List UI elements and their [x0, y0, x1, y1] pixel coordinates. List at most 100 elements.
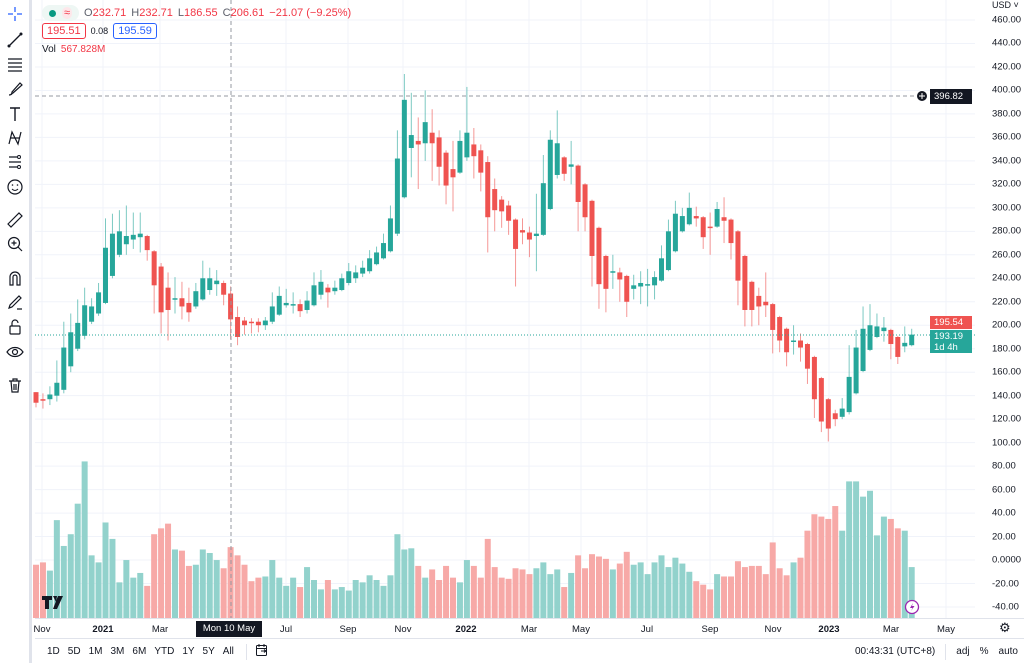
candle: [478, 144, 484, 192]
price-tick-label: 380.00: [992, 108, 1022, 120]
range-button-5y[interactable]: 5Y: [202, 646, 215, 657]
volume-bar: [331, 589, 338, 618]
range-button-1m[interactable]: 1M: [88, 646, 103, 657]
trend-line-tool[interactable]: [4, 30, 26, 50]
text-icon: [10, 107, 20, 121]
emoji-tool[interactable]: [4, 177, 26, 197]
volume-bar: [443, 565, 450, 618]
candle-body: [520, 230, 525, 233]
settings-gear-icon[interactable]: ⚙: [999, 620, 1011, 635]
candle-body: [346, 271, 352, 283]
range-button-1d[interactable]: 1D: [47, 646, 60, 657]
lock-tool[interactable]: [4, 317, 26, 337]
range-button-ytd[interactable]: YTD: [154, 646, 175, 657]
brush-tool[interactable]: [4, 79, 26, 99]
volume-bar: [450, 577, 456, 618]
candle: [318, 270, 324, 300]
prediction-icon: [9, 155, 21, 169]
candle-body: [283, 302, 289, 306]
candle: [40, 393, 46, 409]
add-alert-plus-icon[interactable]: [916, 90, 928, 102]
crosshair-price-label: 396.82: [930, 89, 972, 104]
candle-body: [707, 226, 713, 229]
candle-body: [255, 321, 261, 326]
fib-retracement-tool[interactable]: [4, 54, 26, 74]
candle: [735, 230, 741, 306]
volume-bar: [102, 522, 109, 618]
volume-bar: [290, 577, 297, 618]
candle: [339, 273, 345, 292]
candle: [151, 250, 157, 314]
buy-button[interactable]: 195.59: [113, 23, 157, 39]
lightning-icon[interactable]: [904, 599, 920, 615]
prediction-tool[interactable]: [4, 152, 26, 172]
candle: [804, 342, 810, 384]
candle-body: [172, 298, 178, 300]
candle: [394, 130, 400, 237]
volume-bar: [665, 567, 672, 618]
candle-body: [659, 258, 664, 281]
zoom-in-tool[interactable]: [4, 234, 26, 254]
candle-body: [617, 272, 623, 280]
adjust-toggle[interactable]: adj: [956, 646, 970, 657]
range-button-all[interactable]: All: [222, 646, 234, 657]
volume-bar: [53, 520, 60, 618]
volume-bar: [304, 567, 311, 618]
candle: [707, 212, 713, 255]
stay-drawing-tool[interactable]: [4, 292, 26, 312]
sell-button[interactable]: 195.51: [42, 23, 86, 39]
candle: [659, 245, 664, 282]
ruler-tool[interactable]: [4, 210, 26, 230]
candle-body: [401, 99, 407, 198]
close-value: 206.61: [230, 7, 265, 19]
price-tick-label: 300.00: [992, 202, 1022, 214]
approx-icon: ≈: [62, 7, 73, 19]
candle: [68, 313, 74, 373]
volume-bar: [387, 575, 394, 618]
trash-tool[interactable]: [4, 375, 26, 395]
range-button-5d[interactable]: 5D: [67, 646, 81, 657]
price-tick-label: 240.00: [992, 272, 1022, 284]
auto-scale-toggle[interactable]: auto: [998, 646, 1018, 657]
ohlc-legend: ≈ O232.71 H232.71 L186.55 C206.61 −21.07…: [42, 4, 351, 58]
price-axis[interactable]: 460.00 440.00 420.00 400.00 380.00 360.00 340.…: [975, 0, 1024, 618]
candle: [276, 286, 282, 316]
candle-body: [471, 144, 477, 157]
low-value: 186.55: [184, 7, 218, 19]
volume-bar: [728, 576, 734, 618]
time-tick-label: 2021: [92, 624, 114, 635]
percent-scale-toggle[interactable]: %: [979, 646, 989, 657]
legend-status-toggle[interactable]: ≈: [42, 5, 80, 21]
range-button-3m[interactable]: 3M: [110, 646, 125, 657]
candle-body: [40, 399, 46, 401]
text-tool[interactable]: [4, 104, 26, 124]
eye-tool[interactable]: [4, 342, 26, 362]
magnet-tool[interactable]: [4, 268, 26, 288]
currency-dropdown[interactable]: USD ˅: [992, 0, 1019, 10]
crosshair-tool[interactable]: [4, 4, 26, 24]
go-to-date-calendar-icon[interactable]: [255, 643, 269, 660]
price-tick-label: 40.00: [992, 507, 1016, 519]
volume-bar: [880, 516, 887, 618]
candle-body: [742, 255, 748, 310]
volume-bar: [130, 577, 137, 618]
candle: [846, 345, 852, 415]
time-axis[interactable]: Mon 10 May '21 ⚙ Nov 2021 Mar Jul Sep Nov 2022…: [34, 618, 1024, 650]
candle-body: [311, 285, 317, 306]
timezone-clock[interactable]: 00:43:31 (UTC+8): [854, 646, 936, 657]
range-button-6m[interactable]: 6M: [132, 646, 147, 657]
tradingview-logo: [42, 596, 63, 609]
candle-body: [54, 382, 60, 396]
volume-bar: [178, 550, 185, 618]
range-button-1y[interactable]: 1Y: [182, 646, 195, 657]
pattern-tool[interactable]: [4, 128, 26, 148]
volume-bar: [533, 568, 540, 618]
volume-bar: [623, 551, 630, 618]
chart-canvas[interactable]: [0, 0, 1024, 618]
volume-bar: [860, 496, 867, 618]
volume-bar: [498, 577, 505, 618]
volume-bar: [721, 576, 728, 618]
time-tick-label: May: [937, 624, 955, 635]
volume-bar: [46, 570, 53, 618]
candle: [589, 199, 595, 287]
